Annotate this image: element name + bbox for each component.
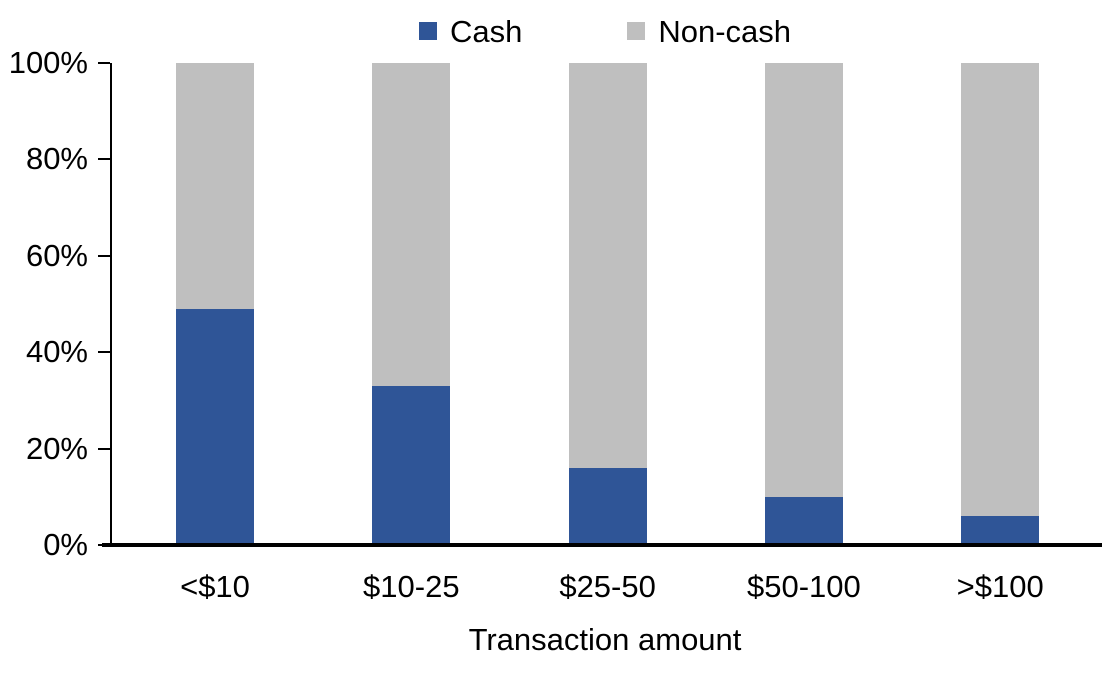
y-tick-mark [98,351,110,354]
x-tick-label: >$100 [956,569,1044,604]
y-tick-label: 20% [25,430,88,466]
y-tick-mark [98,158,110,161]
bar-segment-cash [961,516,1040,545]
x-tick-label: <$10 [180,569,250,604]
bar-segment-cash [176,308,254,545]
x-tick-label: $25-50 [559,569,656,604]
y-tick-label: 80% [25,141,88,177]
legend: Cash Non-cash [110,10,1100,52]
y-tick-label: 40% [25,334,88,370]
y-axis-line [110,63,112,545]
bar-group [176,63,254,545]
y-tick-label: 100% [8,45,88,80]
bar-group [372,63,451,545]
y-tick-label: 60% [25,237,88,273]
y-tick-mark [98,447,110,450]
noncash-swatch-icon [627,22,646,40]
y-tick-mark [98,254,110,257]
x-axis-title: Transaction amount [468,622,742,657]
plot-area [110,63,1100,545]
bar-group [568,63,647,545]
legend-label-cash: Cash [449,13,523,49]
bar-group [764,63,843,545]
bar-segment-cash [764,496,843,545]
bar-segment-noncash [961,63,1040,517]
x-axis-line [102,543,1102,547]
bar-segment-cash [568,467,647,545]
legend-label-noncash: Non-cash [658,13,792,49]
bar-segment-cash [372,385,451,545]
bar-segment-noncash [176,63,254,309]
x-axis-labels: <$10 $10-25 $25-50 $50-100 >$100 [110,569,1100,607]
bar-segment-noncash [568,63,647,468]
bar-segment-noncash [764,63,843,497]
x-tick-label: $10-25 [363,569,460,604]
y-tick-label: 0% [43,527,88,562]
bar-group [961,63,1040,545]
cash-swatch-icon [418,22,437,40]
y-tick-mark [98,62,110,64]
x-tick-label: $50-100 [747,569,861,604]
legend-item-noncash: Non-cash [627,16,791,47]
legend-item-cash: Cash [418,13,523,49]
bar-segment-noncash [372,63,451,386]
y-axis: 0% 20% 40% 60% 80% 100% [0,45,110,562]
